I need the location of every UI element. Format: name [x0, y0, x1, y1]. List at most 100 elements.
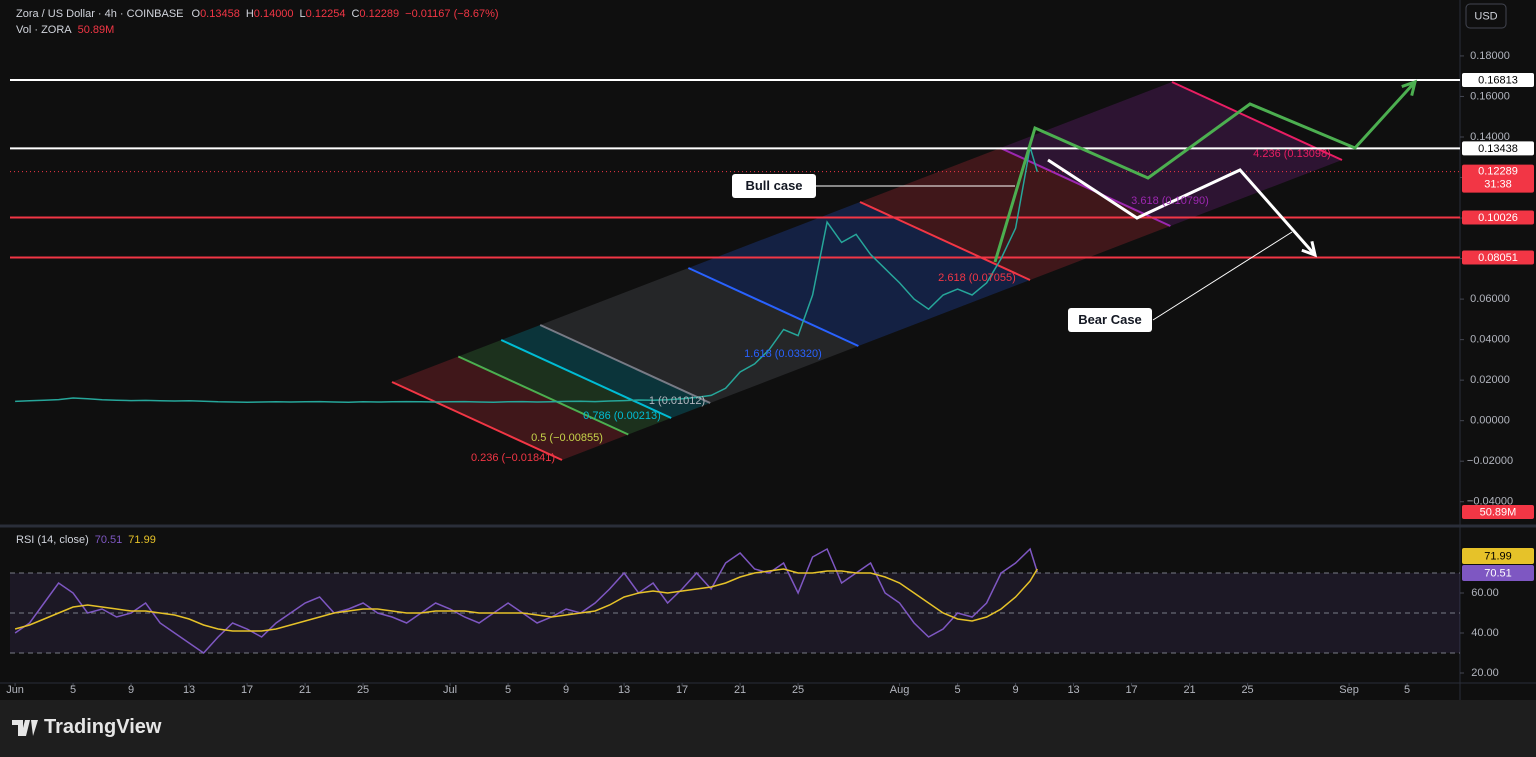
fib-level [687, 267, 859, 347]
price-line-label: 0.16813 [1478, 74, 1518, 86]
rsi-value: 70.51 [95, 534, 123, 546]
ohlc-value: 0.13458 [200, 8, 240, 20]
volume-label-box [1462, 505, 1534, 519]
x-tick-label: 17 [1125, 684, 1137, 696]
rsi-value: 71.99 [128, 534, 156, 546]
x-tick-label: 13 [183, 684, 195, 696]
x-tick-label: 21 [734, 684, 746, 696]
y-tick-label: −0.04000 [1467, 496, 1513, 508]
fib-level [1171, 81, 1343, 161]
fib-label: 2.618 (0.07055) [938, 272, 1016, 284]
change: −0.01167 (−8.67%) [405, 8, 498, 20]
rsi-tick-label: 40.00 [1471, 627, 1499, 639]
currency-button[interactable] [1465, 3, 1507, 29]
x-tick-label: Jul [443, 684, 457, 696]
x-tick-label: 25 [1241, 684, 1253, 696]
rsi-tick-label: 60.00 [1471, 587, 1499, 599]
x-tick-label: Sep [1339, 684, 1359, 696]
price-series [14, 547, 1039, 654]
fib-band [860, 148, 1171, 280]
ohlc-key: C [351, 8, 359, 20]
rsi-axis-label-box [1462, 548, 1534, 564]
x-tick-label: 5 [1404, 684, 1410, 696]
price-line-label: 0.08051 [1478, 252, 1518, 264]
price-line-label: 0.10026 [1478, 212, 1518, 224]
ohlc-key: H [246, 8, 254, 20]
currency-label[interactable]: USD [1474, 10, 1497, 22]
y-tick-label: 0.04000 [1470, 334, 1510, 346]
price-line-label-box [1462, 141, 1534, 156]
price-line-label-box [1462, 250, 1534, 265]
bear-arrow [1047, 158, 1317, 256]
x-tick-label: Aug [890, 684, 910, 696]
annotation-box [1068, 308, 1152, 332]
fib-level [999, 147, 1171, 227]
fib-label: 4.236 (0.13098) [1253, 148, 1331, 160]
x-tick-label: Jun [6, 684, 24, 696]
fib-level [391, 381, 563, 461]
x-tick-label: 5 [505, 684, 511, 696]
rsi-title: RSI (14, close) [16, 534, 89, 546]
rsi-axis-label-box [1462, 565, 1534, 581]
rsi-axis-label: 71.99 [1484, 550, 1512, 562]
fib-label: 3.618 (0.10790) [1131, 195, 1209, 207]
brand-logo [12, 719, 38, 736]
fib-label: 0.786 (0.00213) [583, 410, 661, 422]
bear-arrow-head [1301, 241, 1318, 258]
x-tick-label: 5 [70, 684, 76, 696]
fib-band [501, 325, 711, 418]
volume-label: 50.89M [1480, 506, 1517, 518]
x-tick-label: 5 [955, 684, 961, 696]
fib-level [539, 324, 711, 404]
y-tick-label: 0.16000 [1470, 90, 1510, 102]
x-tick-label: 21 [1183, 684, 1195, 696]
ohlc-value: 0.14000 [254, 8, 294, 20]
symbol-header: Zora / US Dollar · 4h · COINBASE O0.13458… [16, 8, 499, 20]
fib-level [457, 355, 629, 436]
brand-name: TradingView [44, 716, 162, 738]
volume-title: Vol · ZORA [16, 24, 72, 36]
x-tick-label: 25 [357, 684, 369, 696]
annotation: Bear Case [1078, 312, 1142, 327]
fib-band [458, 340, 672, 435]
fib-label: 1.618 (0.03320) [744, 348, 822, 360]
x-tick-label: 9 [563, 684, 569, 696]
x-tick-label: 17 [241, 684, 253, 696]
price-line-label: 0.13438 [1478, 143, 1518, 155]
ohlc-value: 0.12289 [359, 8, 399, 20]
price-series [15, 146, 1039, 403]
countdown: 31:38 [1484, 179, 1512, 191]
x-tick-label: 17 [676, 684, 688, 696]
fib-level [500, 339, 672, 419]
x-tick-label: 21 [299, 684, 311, 696]
x-tick-label: 9 [1013, 684, 1019, 696]
annotation: Bull case [745, 178, 802, 193]
last-price-box [1462, 164, 1534, 193]
y-tick-label: 0.06000 [1470, 293, 1510, 305]
rsi-tick-label: 20.00 [1471, 667, 1499, 679]
rsi-axis-label: 70.51 [1484, 567, 1512, 579]
y-tick-label: 0.18000 [1470, 50, 1510, 62]
x-tick-label: 13 [1067, 684, 1079, 696]
fib-label: 1 (0.01012) [649, 395, 705, 407]
y-tick-label: −0.02000 [1467, 455, 1513, 467]
last-price-label: 0.12289 [1478, 166, 1518, 178]
x-tick-label: 13 [618, 684, 630, 696]
volume-value: 50.89M [78, 24, 115, 36]
price-line-label-box [1462, 72, 1534, 87]
brand: TradingView [12, 716, 161, 739]
fib-band [392, 356, 629, 460]
fib-level [859, 201, 1031, 281]
volume-header: Vol · ZORA 50.89M [16, 24, 114, 36]
bull-arrow [993, 80, 1417, 263]
fib-label: 0.236 (−0.01841) [471, 452, 555, 464]
annotation-box [732, 174, 816, 198]
symbol: Zora / US Dollar · 4h · COINBASE [16, 8, 184, 20]
callout-line [1152, 231, 1293, 321]
y-tick-label: 0.00000 [1470, 415, 1510, 427]
x-tick-label: 9 [128, 684, 134, 696]
fib-band [540, 268, 859, 403]
x-tick-label: 25 [792, 684, 804, 696]
fib-label: 0.5 (−0.00855) [531, 432, 603, 444]
